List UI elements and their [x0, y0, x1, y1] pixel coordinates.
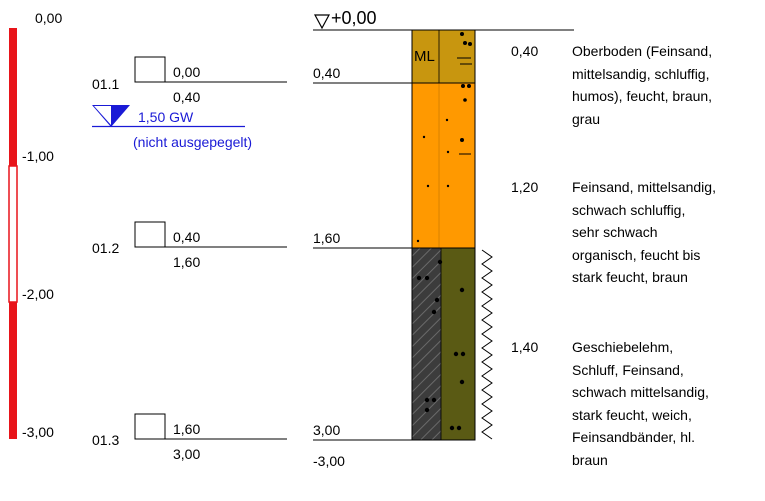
layer-till-olive	[441, 248, 475, 440]
sample-0102: 01.2 0,40 1,60	[92, 221, 287, 270]
scale-segment-red	[9, 302, 17, 439]
profile-end-label: -3,00	[313, 453, 345, 469]
layer-description-2: Feinsand, mittelsandig, schwach schluffi…	[572, 179, 716, 285]
profile-top-label: +0,00	[331, 8, 377, 28]
sample-box	[134, 221, 166, 248]
layer-thickness: 1,20	[511, 179, 538, 195]
sample-id: 01.3	[92, 432, 119, 448]
sample-id: 01.1	[92, 76, 119, 92]
layer-topsoil	[412, 30, 475, 83]
level-triangle-icon	[313, 14, 331, 30]
sample-0103: 01.3 1,60 3,00	[92, 413, 287, 462]
layer-description-1: Oberboden (Feinsand, mittelsandig, schlu…	[572, 43, 713, 127]
scale-label-2: -2,00	[22, 286, 54, 302]
sample-bottom-depth: 0,40	[173, 89, 200, 105]
sample-box	[134, 56, 166, 83]
sample-top-depth: 0,40	[173, 229, 200, 245]
groundwater-note: (nicht ausgepegelt)	[133, 134, 252, 150]
sample-top-depth: 0,00	[173, 64, 200, 80]
scale-label-1: -1,00	[22, 148, 54, 164]
depth-scale: 0,00 -1,00 -2,00 -3,00	[8, 10, 62, 440]
sample-top-depth: 1,60	[173, 421, 200, 437]
groundwater-label: 1,50 GW	[138, 109, 194, 125]
soil-symbol-ml: ML	[414, 48, 435, 65]
boundary-label: 3,00	[313, 422, 340, 438]
boundary-label: 0,40	[313, 65, 340, 81]
sample-bottom-depth: 3,00	[173, 446, 200, 462]
sample-box	[134, 413, 166, 440]
sample-id: 01.2	[92, 240, 119, 256]
scale-segment-white	[8, 165, 18, 303]
profile-header: +0,00	[313, 8, 574, 31]
layer-thickness: 1,40	[511, 339, 538, 355]
consistency-zigzag	[481, 249, 493, 440]
soil-column: ML	[411, 29, 493, 441]
sample-0101: 01.1 0,00 0,40	[92, 56, 287, 105]
profile-boundaries: 0,40 1,60 3,00 -3,00	[313, 65, 475, 469]
layer-description-3: Geschiebelehm, Schluff, Feinsand, schwac…	[572, 339, 709, 468]
sample-bottom-depth: 1,60	[173, 254, 200, 270]
boundary-label: 1,60	[313, 230, 340, 246]
scale-label-0: 0,00	[35, 10, 62, 26]
scale-label-3: -3,00	[22, 424, 54, 440]
layer-thickness: 0,40	[511, 43, 538, 59]
scale-segment-red	[9, 28, 17, 166]
layer-sand	[412, 83, 475, 248]
groundwater-marker: 1,50 GW (nicht ausgepegelt)	[92, 105, 252, 150]
